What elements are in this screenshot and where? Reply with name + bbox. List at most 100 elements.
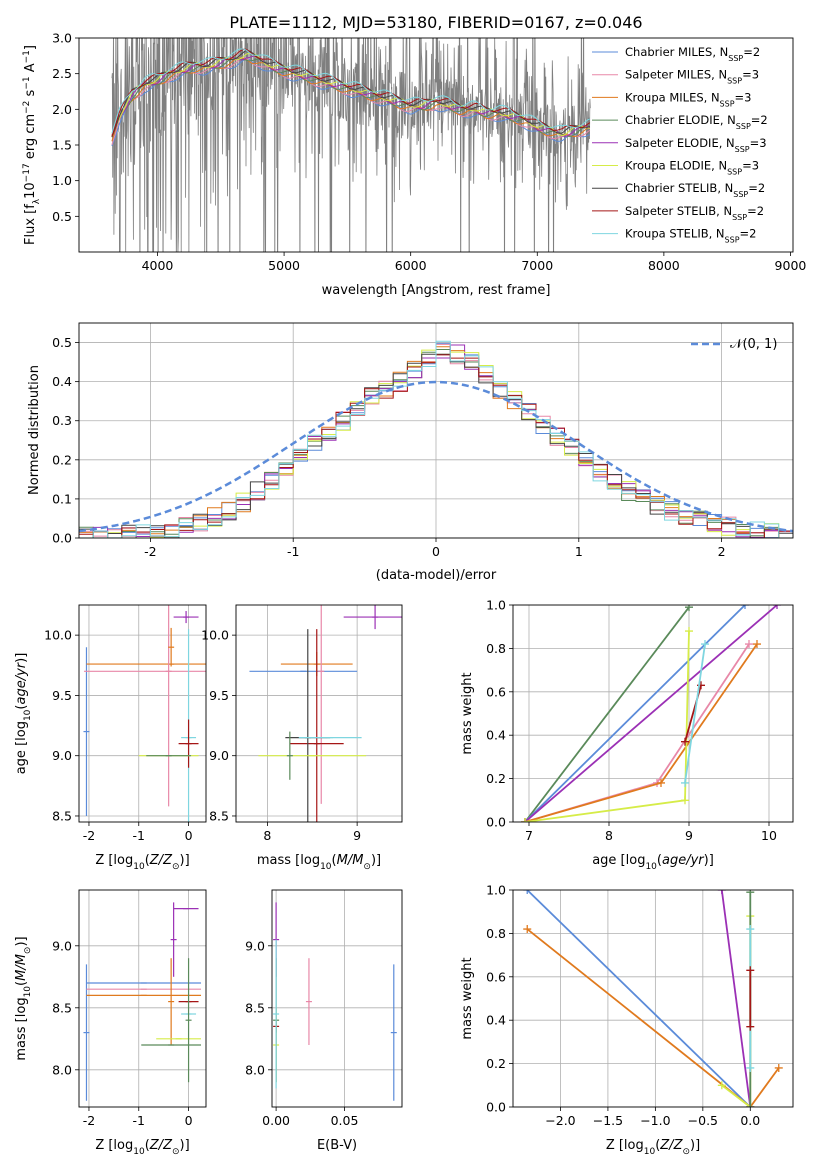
legend-count: =2 xyxy=(747,204,764,218)
plot-area-z_vs_mass xyxy=(79,890,206,1107)
weight-marker xyxy=(741,605,749,609)
z_vs_age-xlabel: Z [log10(Z/Z⊙)] xyxy=(95,853,189,872)
weight-line-chabrier-elodie xyxy=(524,606,690,822)
weight-marker xyxy=(685,605,693,612)
y-tick-label: 10.0 xyxy=(44,628,72,643)
y-tick-label: 1.0 xyxy=(486,598,506,613)
legend-name: Chabrier STELIB, N xyxy=(625,181,733,195)
label-part: ( xyxy=(14,981,29,986)
x-tick-label: 6000 xyxy=(395,258,427,273)
label-part: Z/Z xyxy=(149,1138,173,1153)
label-part: M/M xyxy=(337,853,364,868)
spectrum-ylabel: Flux [fλ10−17 erg cm−2 s−1 A−1] xyxy=(22,45,42,245)
legend-count: =3 xyxy=(742,68,759,82)
label-part: A xyxy=(23,63,38,76)
x-tick-label: -2 xyxy=(83,828,95,843)
y-tick-label: 0.8 xyxy=(486,926,506,941)
residuals-xlabel: (data-model)/error xyxy=(376,568,497,583)
label-part: )] xyxy=(371,853,381,868)
legend-sub: SSP xyxy=(727,76,742,85)
label-part: ⊙ xyxy=(172,862,180,872)
y-tick-label: 9.0 xyxy=(209,748,229,763)
x-tick-label: -1 xyxy=(287,544,299,559)
weight-marker xyxy=(701,640,709,649)
legend-sub: SSP xyxy=(733,190,748,199)
x-tick-label: 10 xyxy=(761,828,777,843)
legend-name: Kroupa STELIB, N xyxy=(625,227,725,241)
weight-marker xyxy=(746,890,755,897)
observed-spectrum xyxy=(111,38,591,252)
weight-marker xyxy=(681,796,689,805)
plot-area-mass_vs_age xyxy=(236,605,402,822)
panel-z_vs_weight: −2.0 −1.5 −1.0 −0.5 0.0 0.0 0.2 0.4 0.6 0.8 1.0 Z [… xyxy=(460,883,794,1157)
x-tick-label: 7000 xyxy=(521,258,553,273)
weight-marker xyxy=(523,890,532,894)
panel-residuals: -2 -1 0 1 2 0.0 0.1 0.2 0.3 0.4 0.5 𝒩(0, 1) (data-mo… xyxy=(27,322,794,583)
y-tick-label: 8.0 xyxy=(52,1062,72,1077)
x-tick-label: −0.5 xyxy=(688,1113,718,1128)
legend-name: Salpeter STELIB, N xyxy=(625,204,732,218)
y-tick-label: 2.5 xyxy=(52,66,72,81)
panel-z_vs_mass: -2 -1 08.08.59.0Z [log10(Z/Z⊙)]mass [log10… xyxy=(14,889,207,1157)
x-tick-label: −2.0 xyxy=(545,1113,575,1128)
plot-area-age_vs_weight xyxy=(513,605,793,822)
legend-entry: Salpeter STELIB, NSSP=2 xyxy=(625,204,764,222)
y-tick-label: 8.5 xyxy=(245,1000,265,1015)
legend-sub: SSP xyxy=(736,122,751,131)
legend-sub: SSP xyxy=(728,54,743,63)
label-part: age/yr xyxy=(14,661,29,704)
plot-area-ebv_vs_mass xyxy=(272,890,402,1107)
figure-title: PLATE=1112, MJD=53180, FIBERID=0167, z=0… xyxy=(229,13,642,32)
legend-entry: Chabrier ELODIE, NSSP=2 xyxy=(625,113,768,131)
legend-sub: SSP xyxy=(720,99,735,108)
label-part: ⊙ xyxy=(682,1147,690,1157)
label-part: 10 xyxy=(320,862,332,872)
y-tick-label: 0.5 xyxy=(52,209,72,224)
weight-marker xyxy=(745,640,753,649)
y-tick-label: 10.0 xyxy=(201,628,229,643)
weight-marker xyxy=(746,966,755,975)
label-part: Z [log xyxy=(95,1138,133,1153)
label-part: −2 xyxy=(22,101,32,114)
x-tick-label: 8 xyxy=(263,828,271,843)
legend-count: =2 xyxy=(740,227,757,241)
weight-marker xyxy=(717,1081,726,1090)
label-part: ( xyxy=(332,853,337,868)
z_vs_mass-xlabel: Z [log10(Z/Z⊙)] xyxy=(95,1138,189,1157)
legend-entry: Salpeter MILES, NSSP=3 xyxy=(625,68,759,86)
y-tick-label: 3.0 xyxy=(52,31,72,46)
label-part: )] xyxy=(180,853,190,868)
spectrum-xlabel: wavelength [Angstrom, rest frame] xyxy=(322,283,551,298)
weight-line-kroupa-miles xyxy=(526,928,780,1107)
y-tick-label: 0.1 xyxy=(52,491,72,506)
label-part: age/yr xyxy=(662,853,705,868)
axes-frame xyxy=(512,889,794,1108)
label-part: mass [log xyxy=(257,853,320,868)
y-tick-label: 0.4 xyxy=(486,728,506,743)
z_vs_mass-ylabel: mass [log10(M/M⊙)] xyxy=(14,936,33,1060)
x-tick-label: 1 xyxy=(575,544,583,559)
legend-count: =2 xyxy=(748,181,765,195)
y-tick-label: 2.0 xyxy=(52,102,72,117)
y-tick-label: 9.0 xyxy=(245,938,265,953)
x-tick-label: 0.0 xyxy=(740,1113,760,1128)
weight-marker xyxy=(685,627,693,636)
y-tick-label: 8.0 xyxy=(245,1062,265,1077)
x-tick-label: -2 xyxy=(83,1113,95,1128)
x-tick-label: −1.5 xyxy=(593,1113,623,1128)
y-tick-label: 9.5 xyxy=(52,688,72,703)
x-tick-label: 0 xyxy=(185,828,193,843)
axes-frame xyxy=(78,322,794,539)
plot-area-spectrum xyxy=(111,38,591,252)
legend-name: Chabrier MILES, N xyxy=(625,45,728,59)
weight-marker xyxy=(746,1063,755,1072)
label-part: erg cm xyxy=(23,114,38,163)
y-tick-label: 0.2 xyxy=(52,452,72,467)
label-part: 10 xyxy=(133,1147,145,1157)
y-tick-label: 8.5 xyxy=(52,1000,72,1015)
label-part: )] xyxy=(704,853,714,868)
y-tick-label: 0.0 xyxy=(486,815,506,830)
label-part: 10 xyxy=(23,986,33,998)
